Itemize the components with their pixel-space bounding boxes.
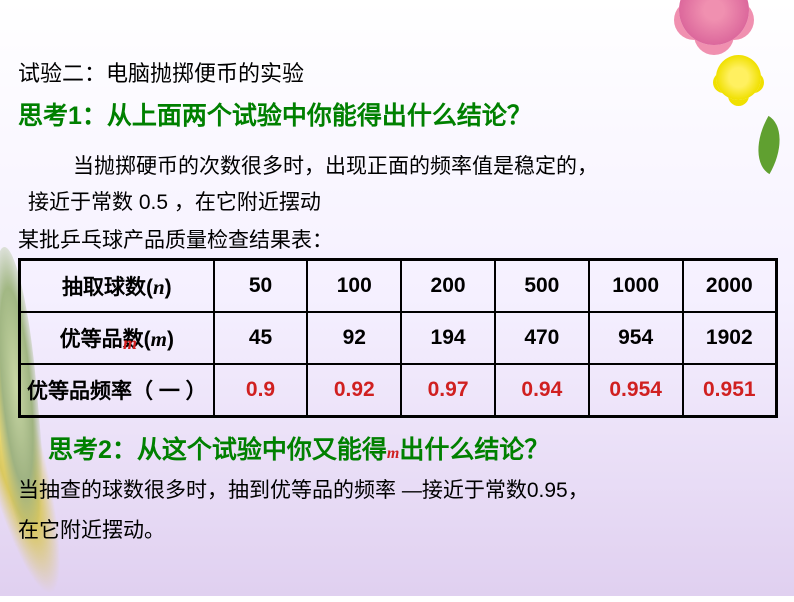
table-cell: 0.94	[495, 364, 589, 417]
table-cell: 1902	[683, 312, 777, 364]
table-cell: 500	[495, 260, 589, 313]
body-text-1: 当抛掷硬币的次数很多时，出现正面的频率值是稳定的，	[73, 150, 778, 180]
row2-header: 优等品数(m)	[20, 312, 214, 364]
table-cell: 2000	[683, 260, 777, 313]
table-cell: 0.9	[214, 364, 308, 417]
table-title: 某批乒乓球产品质量检查结果表：	[18, 224, 778, 254]
table-cell: 0.951	[683, 364, 777, 417]
slide-content: 试验二：电脑抛掷便币的实验 思考1：从上面两个试验中你能得出什么结论？ 当抛掷硬…	[18, 56, 778, 544]
table-cell: 194	[401, 312, 495, 364]
table-cell: 100	[307, 260, 401, 313]
table-cell: 0.92	[307, 364, 401, 417]
row1-header: 抽取球数(n)	[20, 260, 214, 313]
table-cell: 954	[589, 312, 683, 364]
table-cell: 0.97	[401, 364, 495, 417]
table-cell: 45	[214, 312, 308, 364]
body-text-4: 在它附近摆动。	[18, 514, 778, 544]
table-cell: 50	[214, 260, 308, 313]
body-text-3: 当抽查的球数很多时，抽到优等品的频率 —接近于常数0.95，	[18, 474, 778, 504]
table-row: 优等品频率（ 一 ） 0.9 0.92 0.97 0.94 0.954 0.95…	[20, 364, 777, 417]
m-fraction-label: m	[123, 333, 137, 354]
experiment-heading: 试验二：电脑抛掷便币的实验	[18, 56, 778, 88]
table-cell: 470	[495, 312, 589, 364]
table-cell: 92	[307, 312, 401, 364]
table-row: 抽取球数(n) 50 100 200 500 1000 2000	[20, 260, 777, 313]
body-text-2: 接近于常数 0.5 ，在它附近摆动	[28, 186, 778, 216]
think2-heading: 思考2：从这个试验中你又能得m出什么结论？	[48, 430, 778, 466]
table-cell: 200	[401, 260, 495, 313]
think1-heading: 思考1：从上面两个试验中你能得出什么结论？	[18, 96, 778, 132]
table-cell: 0.954	[589, 364, 683, 417]
table-cell: 1000	[589, 260, 683, 313]
flower-pink-decoration	[679, 0, 759, 55]
row3-header: 优等品频率（ 一 ）	[20, 364, 214, 417]
